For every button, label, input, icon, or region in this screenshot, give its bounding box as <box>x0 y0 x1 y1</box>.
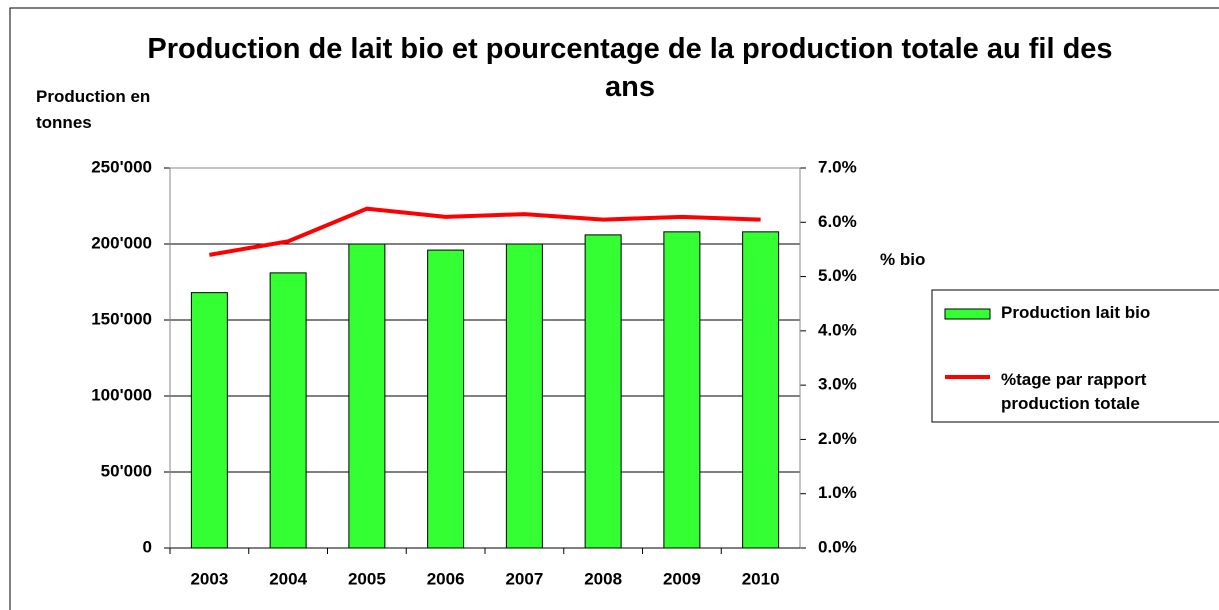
bar <box>348 243 386 549</box>
y2-tick-label: 4.0% <box>818 320 857 339</box>
x-tick-label: 2003 <box>190 569 228 588</box>
chart-title: Production de lait bio et pourcentage de… <box>147 33 1113 103</box>
y2-tick-label: 1.0% <box>818 483 857 502</box>
bar <box>269 272 307 549</box>
plot-area <box>169 167 801 549</box>
bar <box>663 231 701 549</box>
x-tick-label: 2005 <box>348 569 386 588</box>
frame <box>9 7 1219 610</box>
x-tick-label: 2004 <box>269 569 307 588</box>
line <box>209 206 761 257</box>
bar <box>742 231 780 549</box>
y-tick-label: 200'000 <box>91 233 152 252</box>
y2-tick-label: 2.0% <box>818 429 857 448</box>
y-tick-label: 50'000 <box>101 461 152 480</box>
y2-tick-label: 7.0% <box>818 157 857 176</box>
legend-swatch <box>944 308 991 320</box>
x-tick-label: 2009 <box>663 569 701 588</box>
bar <box>584 234 622 549</box>
y-tick-label: 0 <box>143 537 152 556</box>
x-tick-label: 2007 <box>505 569 543 588</box>
x-tick-label: 2010 <box>742 569 780 588</box>
y-tick-label: 100'000 <box>91 385 152 404</box>
x-tick-label: 2008 <box>584 569 622 588</box>
bar <box>190 292 228 549</box>
y2-tick-label: 3.0% <box>818 375 857 394</box>
y-tick-label: 150'000 <box>91 309 152 328</box>
y-axis-label: Production en tonnes <box>36 87 151 132</box>
x-tick-label: 2006 <box>427 569 465 588</box>
y2-tick-label: 5.0% <box>818 266 857 285</box>
y-tick-label: 250'000 <box>91 157 152 176</box>
legend-label: Production lait bio <box>1001 303 1151 322</box>
y2-tick-label: 6.0% <box>818 212 857 231</box>
y2-axis-label: % bio <box>880 250 926 269</box>
legend-label: %tage par rapport production totale <box>1001 370 1147 413</box>
bar <box>505 243 543 549</box>
y2-tick-label: 0.0% <box>818 537 857 556</box>
bar <box>427 249 465 549</box>
